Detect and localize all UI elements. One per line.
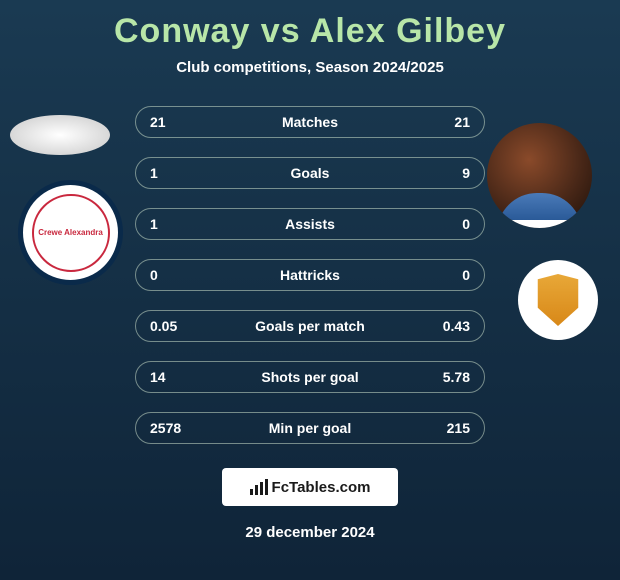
stats-table: 21 Matches 21 1 Goals 9 1 Assists 0 0 Ha… xyxy=(135,106,485,444)
stat-label: Matches xyxy=(282,114,338,130)
stat-right-value: 215 xyxy=(447,420,470,436)
comparison-title: Conway vs Alex Gilbey xyxy=(0,0,620,51)
stat-label: Min per goal xyxy=(269,420,351,436)
player-left-avatar xyxy=(10,115,110,155)
stat-right-value: 0 xyxy=(462,267,470,283)
stat-left-value: 1 xyxy=(150,216,158,232)
player-right-avatar xyxy=(487,123,592,228)
stat-left-value: 14 xyxy=(150,369,166,385)
brand-text: FcTables.com xyxy=(272,479,371,496)
stat-label: Goals per match xyxy=(255,318,365,334)
club-right-crest-icon xyxy=(536,274,581,326)
stat-label: Shots per goal xyxy=(261,369,358,385)
comparison-subtitle: Club competitions, Season 2024/2025 xyxy=(0,59,620,76)
stat-right-value: 0 xyxy=(462,216,470,232)
stat-row: 21 Matches 21 xyxy=(135,106,485,138)
player-right-club-badge xyxy=(518,260,598,340)
stat-right-value: 9 xyxy=(462,165,470,181)
stat-row: 0.05 Goals per match 0.43 xyxy=(135,310,485,342)
chart-icon xyxy=(250,479,268,495)
stat-row: 14 Shots per goal 5.78 xyxy=(135,361,485,393)
club-left-crest-icon: Crewe Alexandra xyxy=(32,194,110,272)
player-left-club-badge: Crewe Alexandra xyxy=(18,180,123,285)
brand-badge: FcTables.com xyxy=(222,468,398,506)
stat-right-value: 0.43 xyxy=(443,318,470,334)
stat-left-value: 0.05 xyxy=(150,318,177,334)
stat-right-value: 5.78 xyxy=(443,369,470,385)
stat-left-value: 1 xyxy=(150,165,158,181)
stat-row: 1 Goals 9 xyxy=(135,157,485,189)
stat-label: Assists xyxy=(285,216,335,232)
stat-left-value: 0 xyxy=(150,267,158,283)
stat-row: 0 Hattricks 0 xyxy=(135,259,485,291)
stat-left-value: 2578 xyxy=(150,420,181,436)
stat-left-value: 21 xyxy=(150,114,166,130)
stat-label: Goals xyxy=(291,165,330,181)
stat-row: 1 Assists 0 xyxy=(135,208,485,240)
stat-row: 2578 Min per goal 215 xyxy=(135,412,485,444)
stat-right-value: 21 xyxy=(454,114,470,130)
stat-label: Hattricks xyxy=(280,267,340,283)
footer-date: 29 december 2024 xyxy=(0,524,620,541)
